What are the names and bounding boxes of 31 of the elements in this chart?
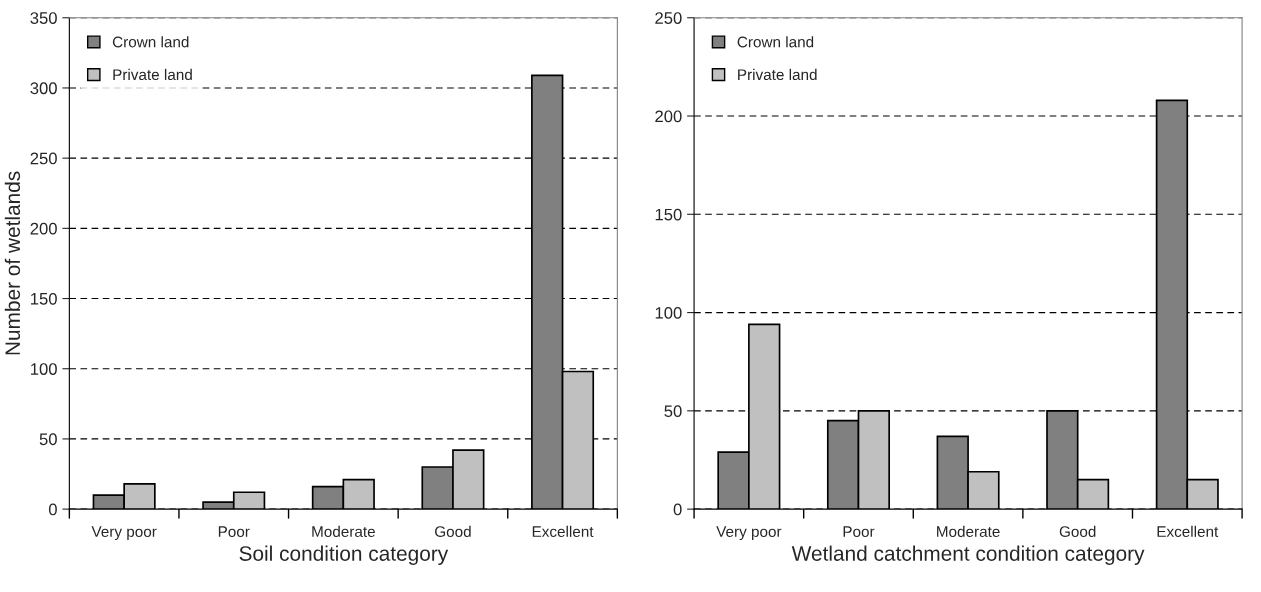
legend-label: Crown land — [737, 36, 814, 48]
x-tick-label: Poor — [218, 526, 250, 538]
y-tick-label: 100 — [31, 363, 57, 375]
legend-label: Private land — [113, 68, 192, 81]
legend-label: Private land — [738, 68, 817, 81]
y-tick-label: 150 — [655, 208, 682, 221]
y-tick-label: 300 — [30, 82, 57, 95]
x-tick-label: Good — [435, 525, 471, 538]
x-axis-title: Wetland catchment condition category — [791, 545, 1145, 565]
y-tick-label: 50 — [664, 405, 682, 418]
y-tick-label: 200 — [30, 222, 57, 235]
y-tick-label: 150 — [31, 292, 57, 305]
x-axis-title: Soil condition category — [239, 545, 449, 565]
x-tick-label: Excellent — [532, 525, 594, 538]
x-tick-label: Moderate — [937, 525, 1000, 538]
legend-label: Crown land — [112, 36, 189, 48]
x-tick-label: Very poor — [716, 526, 782, 541]
y-tick-label: 250 — [655, 12, 682, 24]
y-tick-label: 100 — [655, 306, 682, 319]
y-axis-title: Number of wetlands — [4, 171, 21, 355]
y-tick-label: 50 — [39, 433, 57, 446]
x-tick-label: Moderate — [312, 525, 375, 538]
y-tick-label: 350 — [30, 12, 57, 24]
y-tick-label: 200 — [655, 110, 682, 123]
x-tick-label: Very poor — [91, 526, 157, 541]
x-tick-label: Poor — [843, 526, 875, 538]
x-tick-label: Good — [1059, 525, 1096, 538]
y-tick-label: 0 — [673, 503, 682, 516]
y-tick-label: 0 — [48, 503, 57, 516]
y-tick-label: 250 — [30, 152, 57, 165]
x-tick-label: Excellent — [1157, 525, 1219, 538]
